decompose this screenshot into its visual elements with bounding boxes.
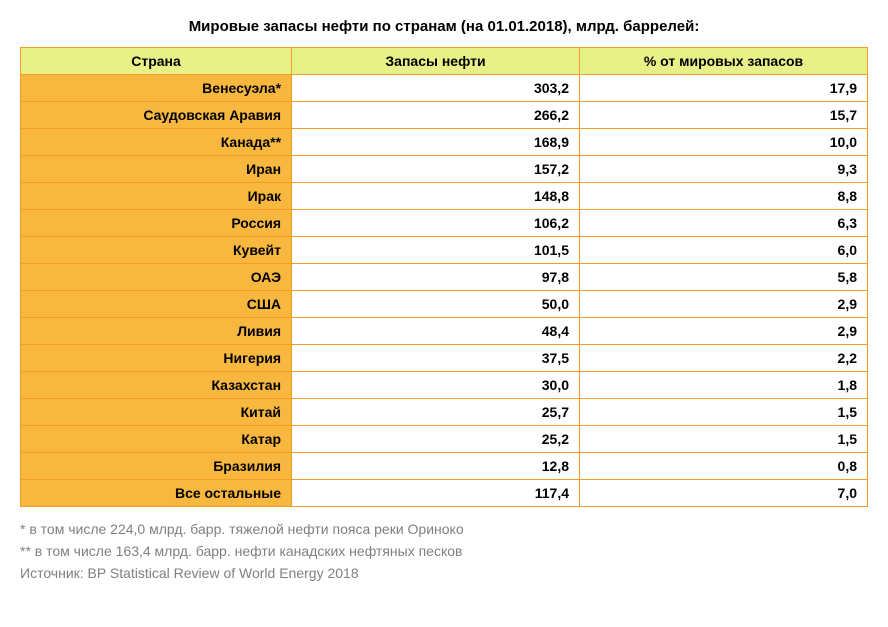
oil-reserves-table: Страна Запасы нефти % от мировых запасов… [20,47,868,507]
cell-reserves: 48,4 [292,318,580,345]
footnote-line: Источник: BP Statistical Review of World… [20,565,868,581]
cell-country: Казахстан [21,372,292,399]
table-row: Иран157,29,3 [21,156,868,183]
cell-reserves: 37,5 [292,345,580,372]
table-row: Казахстан30,01,8 [21,372,868,399]
cell-country: Кувейт [21,237,292,264]
cell-country: Венесуэла* [21,75,292,102]
table-row: Саудовская Аравия266,215,7 [21,102,868,129]
footnotes: * в том числе 224,0 млрд. барр. тяжелой … [20,521,868,581]
cell-country: Нигерия [21,345,292,372]
cell-pct: 9,3 [580,156,868,183]
table-row: Канада**168,910,0 [21,129,868,156]
table-row: Катар25,21,5 [21,426,868,453]
cell-country: Саудовская Аравия [21,102,292,129]
cell-pct: 2,9 [580,318,868,345]
cell-reserves: 25,7 [292,399,580,426]
cell-reserves: 106,2 [292,210,580,237]
cell-pct: 1,5 [580,426,868,453]
cell-pct: 2,2 [580,345,868,372]
table-row: Россия106,26,3 [21,210,868,237]
col-header-pct: % от мировых запасов [580,48,868,75]
table-row: Ливия48,42,9 [21,318,868,345]
cell-pct: 0,8 [580,453,868,480]
cell-country: Катар [21,426,292,453]
cell-reserves: 117,4 [292,480,580,507]
cell-reserves: 148,8 [292,183,580,210]
cell-pct: 15,7 [580,102,868,129]
table-row: Китай25,71,5 [21,399,868,426]
table-row: Кувейт101,56,0 [21,237,868,264]
table-row: ОАЭ97,85,8 [21,264,868,291]
footnote-line: * в том числе 224,0 млрд. барр. тяжелой … [20,521,868,537]
cell-pct: 6,0 [580,237,868,264]
table-row: Бразилия12,80,8 [21,453,868,480]
cell-pct: 17,9 [580,75,868,102]
cell-reserves: 157,2 [292,156,580,183]
cell-country: Ливия [21,318,292,345]
col-header-reserves: Запасы нефти [292,48,580,75]
cell-reserves: 50,0 [292,291,580,318]
cell-pct: 5,8 [580,264,868,291]
cell-reserves: 168,9 [292,129,580,156]
cell-reserves: 303,2 [292,75,580,102]
cell-country: Ирак [21,183,292,210]
cell-reserves: 101,5 [292,237,580,264]
col-header-country: Страна [21,48,292,75]
cell-reserves: 97,8 [292,264,580,291]
cell-country: США [21,291,292,318]
cell-country: Бразилия [21,453,292,480]
cell-country: ОАЭ [21,264,292,291]
cell-country: Китай [21,399,292,426]
footnote-line: ** в том числе 163,4 млрд. барр. нефти к… [20,543,868,559]
table-row: Нигерия37,52,2 [21,345,868,372]
table-row: Венесуэла*303,217,9 [21,75,868,102]
cell-pct: 10,0 [580,129,868,156]
cell-pct: 1,8 [580,372,868,399]
cell-reserves: 266,2 [292,102,580,129]
cell-pct: 1,5 [580,399,868,426]
cell-pct: 6,3 [580,210,868,237]
table-row: Все остальные117,47,0 [21,480,868,507]
table-title: Мировые запасы нефти по странам (на 01.0… [20,18,868,35]
cell-pct: 7,0 [580,480,868,507]
cell-country: Россия [21,210,292,237]
cell-country: Канада** [21,129,292,156]
cell-reserves: 25,2 [292,426,580,453]
cell-reserves: 12,8 [292,453,580,480]
table-row: Ирак148,88,8 [21,183,868,210]
cell-reserves: 30,0 [292,372,580,399]
cell-pct: 8,8 [580,183,868,210]
cell-pct: 2,9 [580,291,868,318]
table-row: США50,02,9 [21,291,868,318]
table-header-row: Страна Запасы нефти % от мировых запасов [21,48,868,75]
cell-country: Иран [21,156,292,183]
cell-country: Все остальные [21,480,292,507]
